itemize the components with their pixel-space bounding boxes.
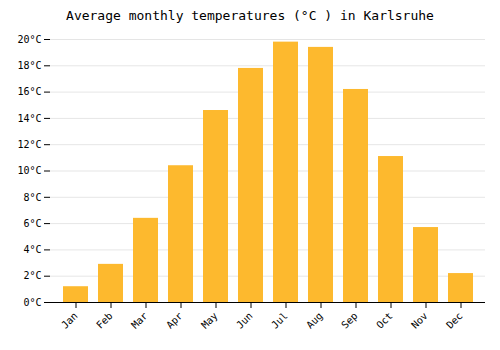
svg-text:6°C: 6°C [23,218,41,229]
svg-text:16°C: 16°C [17,86,41,97]
svg-text:Oct: Oct [374,310,395,331]
svg-text:Feb: Feb [94,310,115,331]
svg-text:Jul: Jul [269,310,290,331]
svg-text:2°C: 2°C [23,270,41,281]
svg-text:Aug: Aug [304,310,325,331]
svg-text:0°C: 0°C [23,297,41,308]
svg-text:Apr: Apr [164,310,185,331]
svg-text:18°C: 18°C [17,60,41,71]
svg-text:Jun: Jun [234,310,255,331]
svg-text:12°C: 12°C [17,139,41,150]
svg-text:Mar: Mar [129,310,150,331]
svg-text:Dec: Dec [444,310,465,331]
svg-text:Sep: Sep [339,310,360,331]
svg-text:Jan: Jan [59,310,80,331]
svg-text:May: May [199,310,220,331]
svg-text:4°C: 4°C [23,244,41,255]
svg-text:10°C: 10°C [17,165,41,176]
html-text:Average monthly temperatures (: Average monthly temperatures (°C ) in Ka… [66,8,434,23]
svg-text:8°C: 8°C [23,192,41,203]
svg-text:20°C: 20°C [17,34,41,45]
svg-text:14°C: 14°C [17,113,41,124]
svg-text:Nov: Nov [409,310,430,331]
